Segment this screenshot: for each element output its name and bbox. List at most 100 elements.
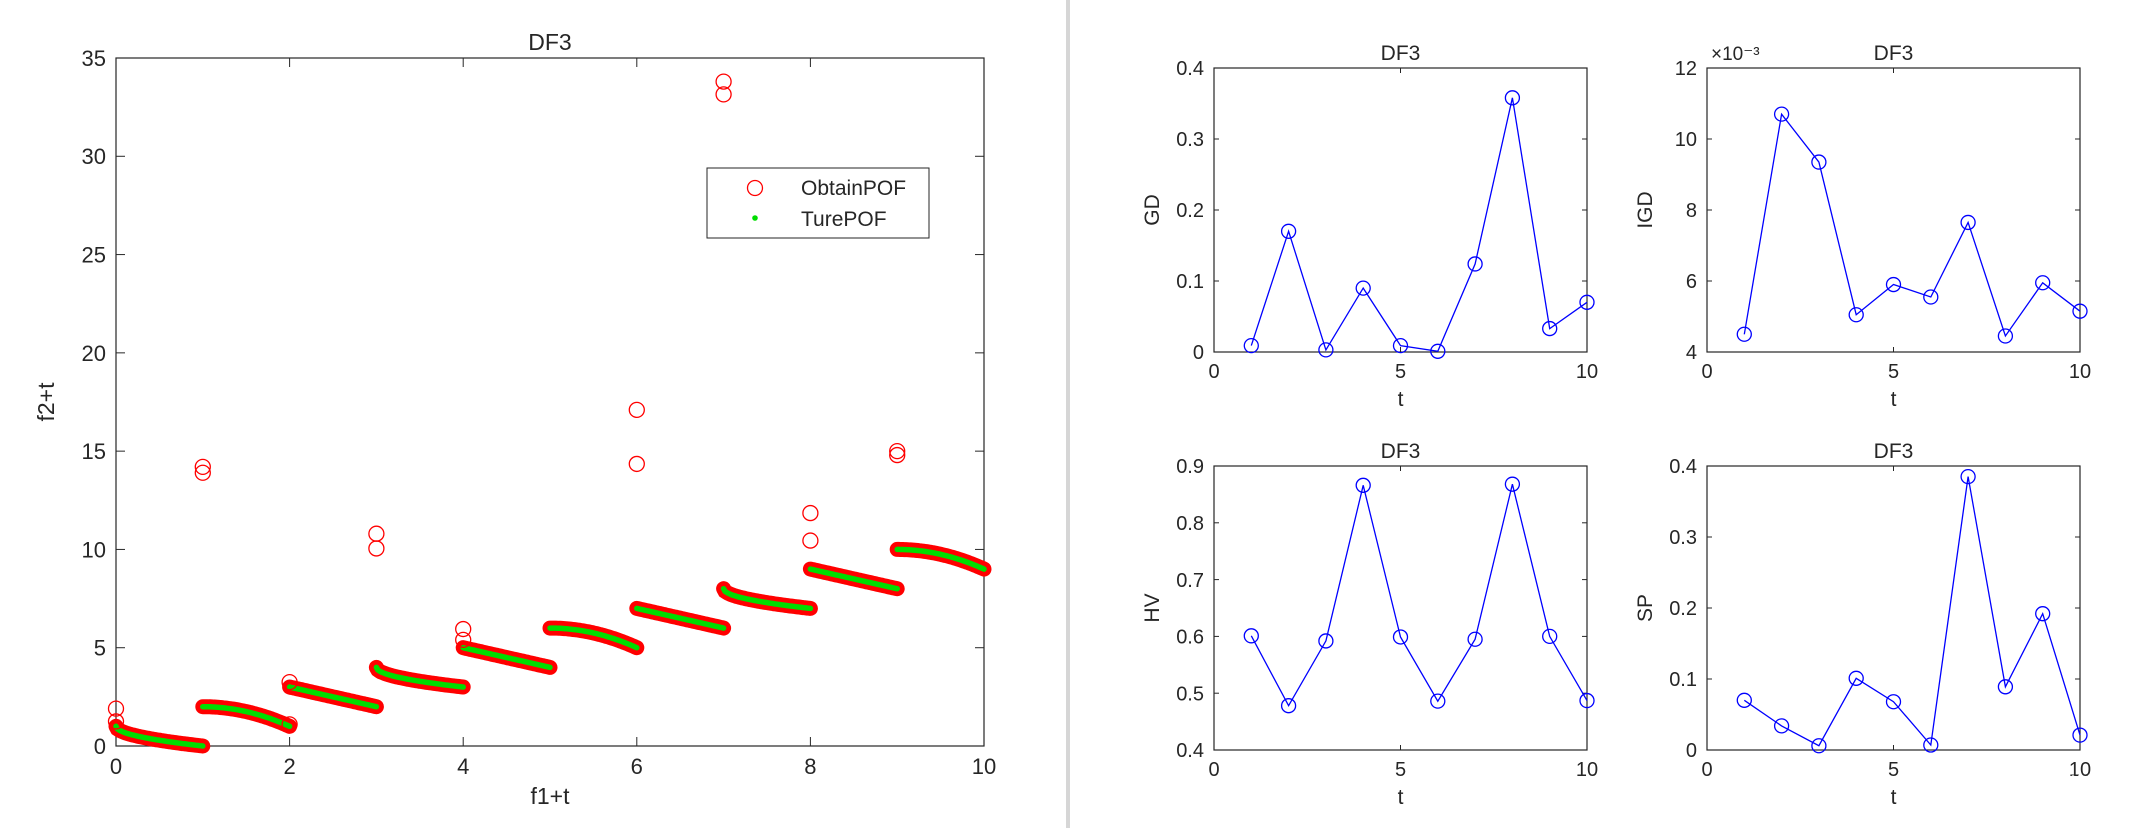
hv-line-plot: 0 5 10 0.4 0.5 0.6 0.7 0.8 0.9 DF3 t HV (1141, 440, 1598, 809)
pof-ytick-label: 5 (94, 636, 106, 661)
igd-data-point (1811, 154, 1827, 170)
obtained-pof-point (281, 673, 298, 691)
sp-data-point (2072, 727, 2088, 743)
igd-title: DF3 (1874, 42, 1914, 65)
sp-ytick-label: 0.2 (1669, 598, 1697, 620)
gd-data-point (1280, 223, 1297, 239)
hv-data-point (1243, 628, 1259, 644)
pof-ytick-label: 0 (94, 734, 106, 759)
gd-data-point (1542, 320, 1558, 337)
igd-line-plot: 0 5 10 4 6 8 10 12 DF3 t IGD ×10⁻³ (1634, 42, 2091, 411)
gd-xlabel: t (1398, 388, 1404, 411)
obtained-pof-point (889, 442, 906, 460)
obtained-pof-point (802, 504, 819, 522)
pof-ytick-label: 30 (82, 144, 106, 169)
gd-data-point (1318, 342, 1334, 358)
true-pof-segment (720, 585, 814, 612)
gd-data-point (1392, 337, 1409, 354)
sp-title: DF3 (1874, 440, 1914, 463)
igd-xtick-label: 5 (1888, 361, 1899, 383)
hv-data-point (1430, 693, 1446, 709)
sp-ylabel: SP (1634, 594, 1657, 622)
obtained-pof-point (889, 446, 906, 464)
pof-xtick-label: 8 (804, 754, 816, 779)
hv-xtick-label: 5 (1395, 759, 1406, 781)
sp-data-point (1960, 468, 1976, 485)
gd-data-point (1579, 294, 1595, 310)
true-pof-segment (200, 703, 293, 730)
pof-ytick-label: 20 (82, 341, 106, 366)
legend-true-label: TurePOF (801, 208, 887, 231)
gd-xtick-label: 10 (1576, 361, 1598, 383)
igd-data-point (1997, 328, 2014, 344)
sp-data-point (1885, 694, 1902, 710)
gd-ytick-label: 0.4 (1176, 58, 1204, 80)
hv-ytick-label: 0.5 (1176, 683, 1204, 705)
hv-ytick-label: 0.6 (1176, 627, 1204, 649)
igd-data-point (1923, 289, 1939, 305)
igd-ytick-label: 12 (1675, 58, 1697, 80)
obtained-pof-point (281, 716, 298, 733)
pof-xtick-label: 2 (283, 754, 295, 779)
igd-axes-box (1706, 67, 2081, 353)
pareto-front-group (108, 541, 992, 754)
gd-data-point (1243, 337, 1259, 354)
true-pof-segment (460, 644, 553, 671)
hv-series-line (1250, 484, 1588, 708)
sp-data-point (2035, 606, 2051, 622)
hv-data-point (1355, 477, 1371, 493)
sp-xtick-label: 5 (1888, 759, 1899, 781)
sp-data-point (1997, 679, 2014, 695)
hv-data-point (1467, 631, 1483, 647)
hv-ytick-label: 0.7 (1176, 570, 1204, 592)
igd-ytick-label: 10 (1675, 129, 1697, 151)
pof-xtick-label: 10 (972, 754, 996, 779)
hv-ytick-label: 0.8 (1176, 513, 1204, 535)
gd-title: DF3 (1381, 42, 1421, 65)
panel-divider (1066, 0, 1070, 828)
legend-obtain-marker (746, 179, 764, 197)
igd-exponent-label: ×10⁻³ (1711, 44, 1760, 65)
obtained-pof-point (194, 458, 211, 476)
hv-ylabel: HV (1141, 593, 1164, 622)
hv-xlabel: t (1398, 786, 1404, 809)
igd-ylabel: IGD (1634, 191, 1657, 228)
legend-box (706, 167, 930, 239)
igd-data-point (1773, 106, 1790, 122)
hv-xtick-label: 10 (1576, 759, 1598, 781)
obtained-pof-point (802, 532, 819, 549)
sp-data-point (1848, 670, 1864, 686)
gd-ytick-label: 0.2 (1176, 200, 1204, 222)
sp-data-point (1773, 718, 1790, 734)
true-pof-segment (807, 566, 900, 592)
true-pof-segment (373, 664, 466, 690)
igd-ytick-label: 4 (1686, 342, 1697, 364)
igd-data-point (1736, 326, 1752, 342)
sp-ytick-label: 0.3 (1669, 527, 1697, 549)
igd-xtick-label: 0 (1701, 361, 1712, 383)
sp-series-line (1743, 476, 2081, 747)
obtained-pof-point (628, 455, 645, 473)
sp-xtick-label: 10 (2069, 759, 2091, 781)
hv-data-point (1280, 698, 1297, 714)
pof-ytick-label: 25 (82, 242, 106, 267)
gd-ytick-label: 0.1 (1176, 271, 1204, 293)
obtained-pof-point (194, 464, 211, 481)
gd-ylabel: GD (1141, 194, 1164, 226)
sp-xlabel: t (1891, 786, 1897, 809)
hv-data-point (1392, 629, 1409, 645)
pof-axes-box (115, 57, 985, 747)
igd-data-point (1848, 307, 1864, 323)
gd-data-point (1355, 280, 1371, 296)
pof-title: DF3 (528, 29, 571, 55)
legend-obtain-label: ObtainPOF (801, 177, 906, 200)
sp-ytick-label: 0.1 (1669, 669, 1697, 691)
obtained-pof-point (107, 713, 125, 730)
igd-series-line (1743, 112, 2081, 338)
igd-data-point (1960, 214, 1976, 231)
hv-data-point (1504, 476, 1521, 492)
sp-line-plot: 0 5 10 0 0.1 0.2 0.3 0.4 DF3 t SP (1634, 440, 2091, 809)
obtained-pof-point (715, 86, 732, 103)
gd-xtick-label: 5 (1395, 361, 1406, 383)
